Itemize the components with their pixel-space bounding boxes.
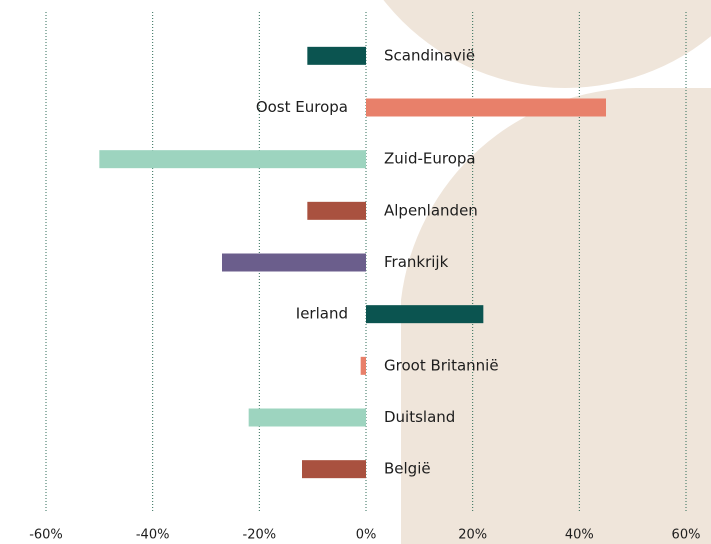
bar xyxy=(302,460,366,478)
category-label: Oost Europa xyxy=(256,98,348,116)
bar xyxy=(249,409,366,427)
bar xyxy=(307,202,366,220)
x-tick-label: 20% xyxy=(458,528,487,543)
category-label: Ierland xyxy=(296,305,348,323)
x-tick-label: 60% xyxy=(672,528,701,543)
category-label: Zuid-Europa xyxy=(384,150,476,168)
bar xyxy=(361,357,366,375)
bar xyxy=(366,305,483,323)
chart: -60% -40% -20% 0% 20% 40% 60% Scandinavië Oost E… xyxy=(0,0,711,544)
category-label: Scandinavië xyxy=(384,46,475,64)
category-label: België xyxy=(384,460,431,478)
bar xyxy=(366,99,606,117)
bar xyxy=(99,150,366,168)
x-tick-label: -40% xyxy=(136,528,170,543)
x-tick-label: -20% xyxy=(243,528,277,543)
x-tick-label: -60% xyxy=(29,528,63,543)
category-label: Frankrijk xyxy=(384,253,449,271)
bar xyxy=(222,254,366,272)
category-label: Alpenlanden xyxy=(384,201,478,219)
x-tick-label: 0% xyxy=(356,528,377,543)
category-label: Duitsland xyxy=(384,408,455,426)
x-tick-label: 40% xyxy=(565,528,594,543)
bar xyxy=(307,47,366,65)
category-label: Groot Britannië xyxy=(384,356,499,374)
